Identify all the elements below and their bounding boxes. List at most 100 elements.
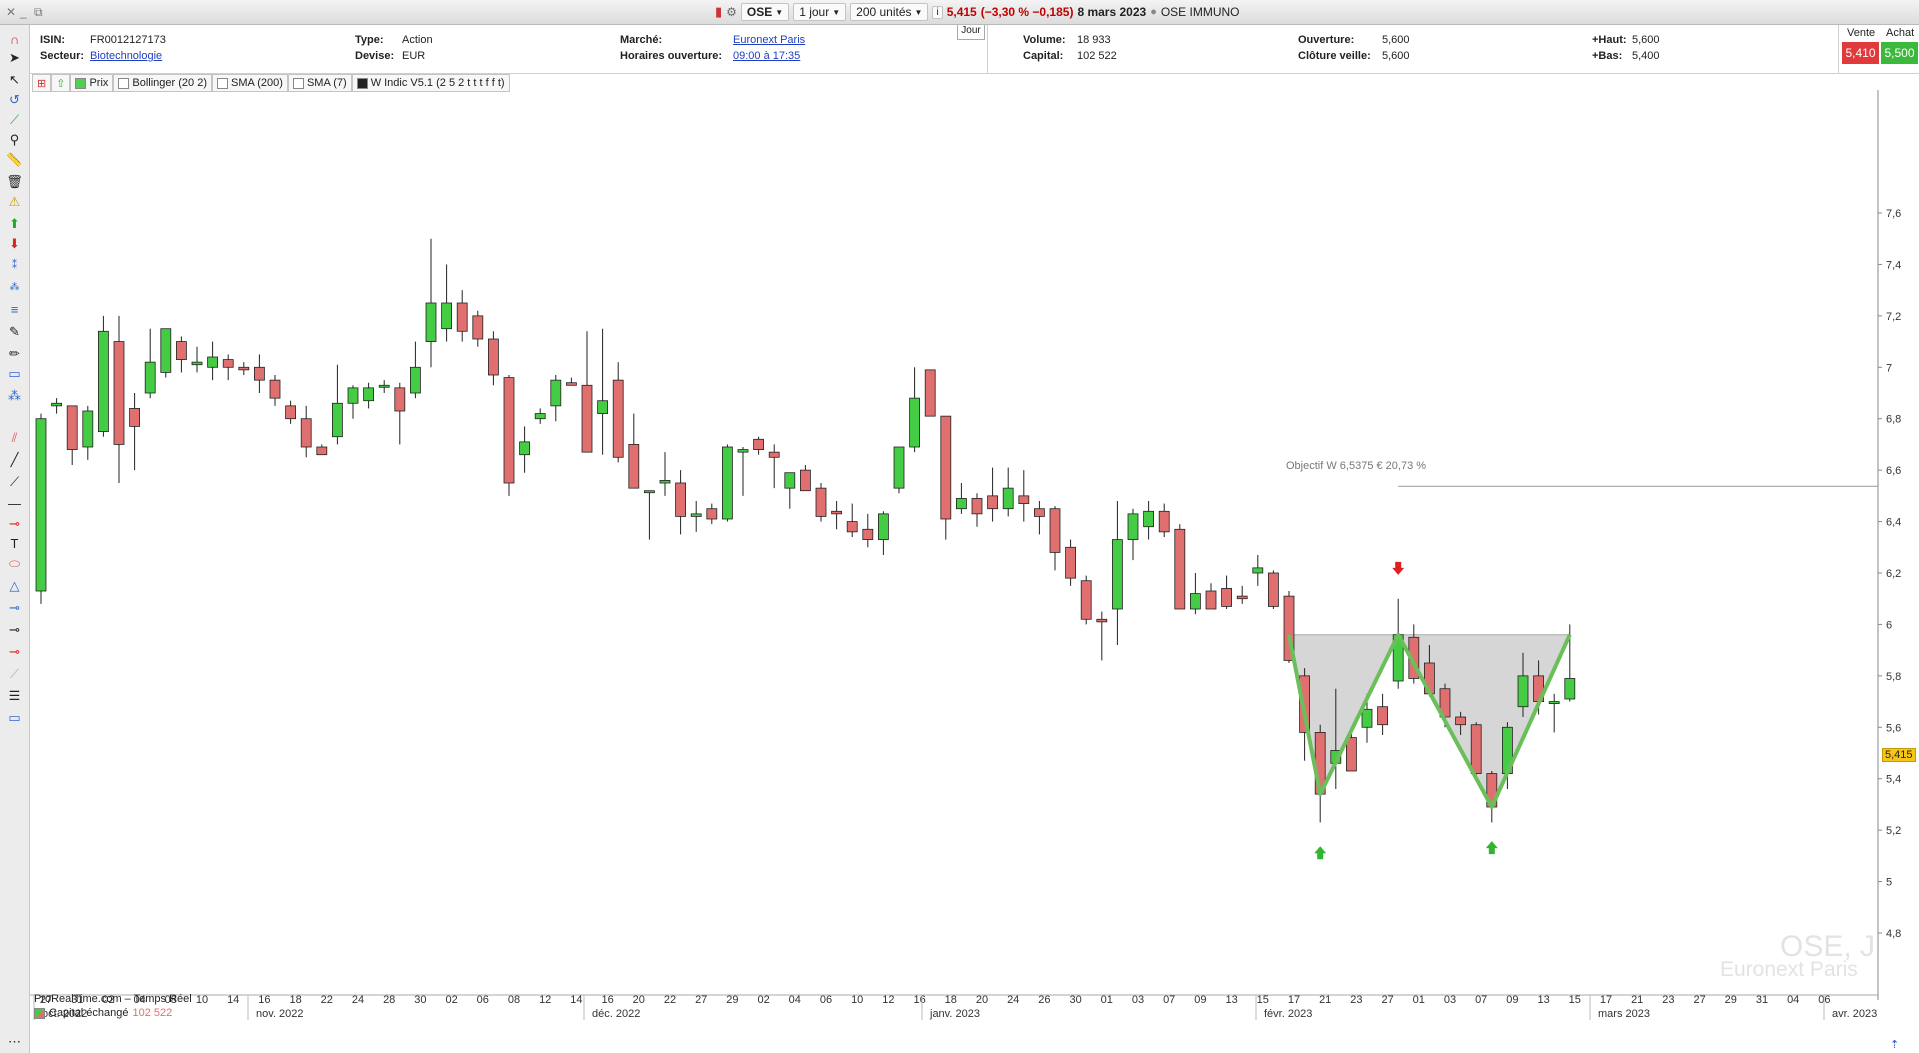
remove-indicator-icon[interactable]: ⊞: [32, 74, 52, 92]
undo-icon[interactable]: ↺: [9, 92, 20, 107]
x-tick-label: 02: [445, 994, 457, 1006]
fibonacci-icon[interactable]: ≡: [10, 302, 19, 317]
buy-button[interactable]: 5,500: [1881, 42, 1918, 64]
title-bar: ✕ _ ⧉ ▮ ⚙ OSE ▼ 1 jour ▼ 200 unités ▼ i 5,4…: [0, 0, 1919, 25]
hours-link[interactable]: 09:00 à 17:35: [733, 50, 801, 62]
magnet-icon[interactable]: ∩: [9, 32, 20, 47]
pointer-icon[interactable]: ↖: [9, 72, 20, 87]
more-icon[interactable]: ⋯: [8, 1034, 21, 1049]
pattern-icon[interactable]: ⁂: [8, 388, 21, 403]
disabled-tool-icon[interactable]: ⟋: [9, 666, 20, 681]
x-tick-label: 16: [601, 994, 613, 1006]
channel-icon[interactable]: ⫽: [11, 430, 18, 445]
indicator-w-indic[interactable]: W Indic V5.1 (2 5 2 t t t f f t): [351, 74, 510, 92]
indicator-bollinger[interactable]: Bollinger (20 2): [113, 74, 212, 92]
x-tick-label: 14: [570, 994, 582, 1006]
alert-icon[interactable]: ⚠: [8, 194, 21, 209]
units-selector[interactable]: 200 unités ▼: [850, 3, 929, 21]
wave-labels-icon[interactable]: ⁂: [9, 282, 20, 293]
market-link[interactable]: Euronext Paris: [733, 34, 806, 46]
triangle-icon[interactable]: △: [9, 578, 20, 593]
add-indicator-icon[interactable]: ⇧: [51, 74, 71, 92]
text-icon[interactable]: T: [10, 536, 19, 551]
type-value: Action: [402, 34, 433, 46]
period-selector[interactable]: 1 jour ▼: [793, 3, 847, 21]
candle-chart-icon[interactable]: ▮: [715, 4, 723, 19]
elliott-icon[interactable]: ⁑: [12, 260, 17, 271]
candle-body: [98, 330, 109, 432]
quote-price: 5,415: [946, 5, 977, 19]
x-tick-label: 22: [321, 994, 333, 1006]
candle-body: [253, 366, 265, 381]
sector-link[interactable]: Biotechnologie: [90, 50, 163, 62]
candle-body: [300, 418, 312, 448]
volume-legend[interactable]: Capital échangé 102 522: [34, 1007, 172, 1019]
prev-close-value: 5,600: [1382, 50, 1410, 62]
y-tick-label: 7,2: [1886, 311, 1901, 323]
candle-body: [519, 441, 531, 456]
y-tick-label: 7,4: [1886, 259, 1901, 271]
ellipse-icon[interactable]: ⬭: [8, 556, 21, 571]
x-tick-label: 13: [1225, 994, 1237, 1006]
x-tick-label: 30: [414, 994, 426, 1006]
symbol-selector[interactable]: OSE ▼: [740, 3, 790, 21]
indicator-sma-200[interactable]: SMA (200): [211, 74, 288, 92]
ruler-icon[interactable]: 📏: [6, 152, 23, 167]
candle-body: [784, 472, 796, 489]
arrow-line-icon[interactable]: ⊸: [9, 622, 20, 637]
capital-value: 102 522: [1077, 50, 1117, 62]
candle-body: [1548, 701, 1560, 704]
minimize-window-icon[interactable]: _: [20, 5, 27, 19]
indicator-sma-7[interactable]: SMA (7): [287, 74, 352, 92]
close-window-icon[interactable]: ✕: [6, 5, 17, 19]
zoom-icon[interactable]: ⚲: [9, 132, 20, 147]
checkbox-icon[interactable]: [216, 77, 228, 89]
candle-body: [550, 379, 562, 407]
brush-icon[interactable]: ✎: [9, 324, 20, 339]
candle-body: [800, 469, 811, 492]
x-tick-label: 17: [1288, 994, 1300, 1006]
indicator-prix[interactable]: Prix: [70, 74, 114, 92]
segment-icon[interactable]: ⟋: [9, 474, 20, 489]
zoom-window-icon[interactable]: ⧉: [34, 5, 43, 19]
candle-body: [66, 405, 78, 450]
prix-color-icon: [75, 77, 87, 89]
y-tick-label: 6,2: [1886, 568, 1901, 580]
checkbox-icon[interactable]: [356, 77, 368, 89]
candle-body: [1236, 595, 1248, 600]
buy-arrow-icon[interactable]: ⬆: [9, 216, 20, 231]
price-line-icon[interactable]: ⊸: [9, 644, 20, 659]
checkbox-icon[interactable]: [292, 77, 304, 89]
candle-body: [51, 402, 63, 407]
x-tick-label: 10: [196, 994, 208, 1006]
cursor-icon[interactable]: ➤: [9, 50, 20, 65]
candle-body: [690, 513, 702, 517]
horizontal-ray-icon[interactable]: ⊸: [9, 516, 20, 531]
sell-button[interactable]: 5,410: [1842, 42, 1879, 64]
candle-body: [1049, 508, 1061, 553]
sell-arrow-icon[interactable]: ⬇: [9, 236, 20, 251]
candle-body: [768, 451, 780, 458]
horizontal-line-icon[interactable]: —: [8, 496, 21, 511]
pencil-icon[interactable]: ✏: [9, 346, 20, 361]
tab-jour[interactable]: Jour: [957, 25, 985, 40]
candle-body: [1174, 528, 1186, 610]
trash-icon[interactable]: 🗑: [6, 174, 23, 189]
object-icon[interactable]: ▭: [8, 710, 21, 725]
candle-body: [831, 510, 842, 515]
list-icon[interactable]: ☰: [8, 688, 21, 703]
info-button[interactable]: i: [932, 5, 943, 19]
high-value: 5,600: [1632, 34, 1660, 46]
ray-icon[interactable]: ⊸: [9, 600, 20, 615]
price-chart[interactable]: 4,8 5 5,2 5,4 5,6 5,8 6 6,2 6,4 6,6 6,8 7 7,2 7,4 7,6 2…: [30, 90, 1919, 1053]
settings-icon[interactable]: ⚙: [726, 5, 737, 19]
market-label: Marché:: [620, 34, 663, 46]
checkbox-icon[interactable]: [118, 77, 130, 89]
candle-body: [644, 490, 655, 494]
line-icon[interactable]: ╱: [10, 452, 19, 467]
rectangle-icon[interactable]: ▭: [8, 366, 21, 381]
trend-icon[interactable]: ⟋: [9, 112, 20, 127]
scale-icon[interactable]: ⇡: [1890, 1039, 1900, 1051]
x-tick-label: 01: [1413, 994, 1425, 1006]
candle-body: [581, 384, 593, 453]
